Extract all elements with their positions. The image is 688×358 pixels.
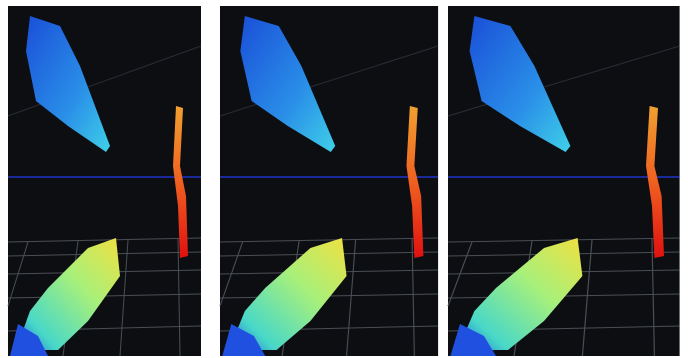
page <box>0 0 688 358</box>
panel-2 <box>220 6 438 356</box>
panel-3 <box>448 6 680 356</box>
point-cloud-figure <box>0 0 688 358</box>
panel-1 <box>8 6 201 356</box>
